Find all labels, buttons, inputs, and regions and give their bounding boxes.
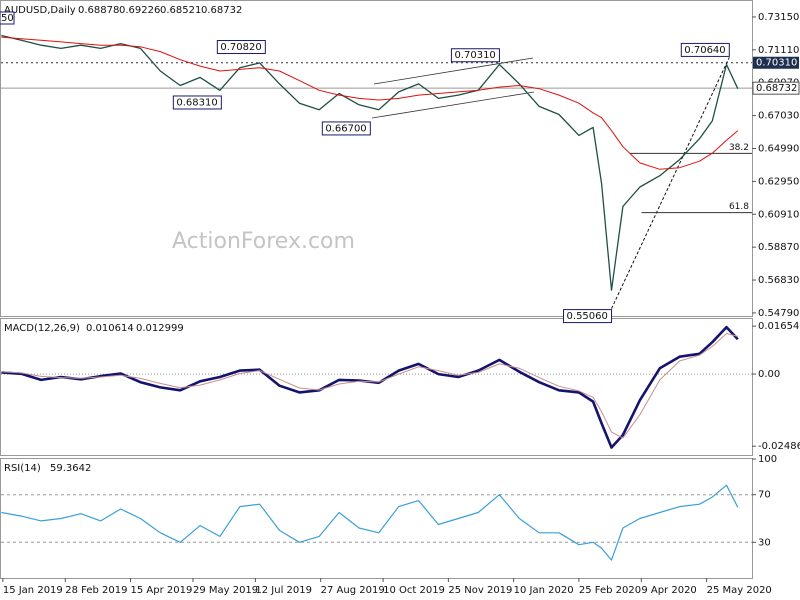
- readout-value: 0.012999: [136, 323, 184, 334]
- level-label: 0.70310: [756, 58, 797, 69]
- annotation-label: 0.70310: [454, 50, 495, 61]
- panel-title: MACD(12,26,9): [4, 323, 80, 334]
- channel-lower: [371, 91, 535, 119]
- last-price-box: [752, 81, 800, 95]
- annotation-label: 0.70820: [220, 42, 261, 53]
- y-tick-label: 0.00: [758, 369, 780, 380]
- annotation-box: [563, 309, 613, 324]
- x-tick-label: 28 Feb 2019: [65, 585, 127, 596]
- series-line: [1, 34, 739, 291]
- annotation-box: [172, 95, 222, 110]
- corner-box: [0, 11, 15, 25]
- ohlc-value: 0.69226: [119, 5, 160, 16]
- series-line: [1, 325, 739, 449]
- price-panel: [0, 0, 753, 317]
- y-tick-label: 0.60910: [758, 209, 799, 220]
- x-tick-label: 15 Jan 2019: [3, 585, 63, 596]
- ohlc-value: 0.68878: [78, 5, 119, 16]
- watermark: ActionForex.com: [172, 229, 355, 254]
- y-tick-label: 0.64990: [758, 144, 799, 155]
- y-tick-label: 0.01654: [758, 321, 799, 332]
- x-tick-label: 29 May 2019: [193, 585, 258, 596]
- ohlc-value: 0.68521: [160, 5, 201, 16]
- x-tick-label: 10 Jan 2020: [514, 585, 574, 596]
- y-tick-label: 0.62950: [758, 176, 799, 187]
- y-tick-label: 0.56830: [758, 275, 799, 286]
- x-tick-label: 10 Oct 2019: [383, 585, 445, 596]
- panel-title: RSI(14): [4, 463, 41, 474]
- annotation-label: 0.68310: [176, 97, 217, 108]
- macd-panel: [0, 318, 753, 456]
- last-price-label: 0.68732: [756, 83, 797, 94]
- series-line: [1, 36, 739, 170]
- y-tick-label: 0.67030: [758, 111, 799, 122]
- annotation-label: 0.55060: [567, 311, 608, 322]
- ohlc-value: 0.68732: [201, 5, 242, 16]
- readout-value: 59.3642: [50, 463, 91, 474]
- x-tick-label: 25 Nov 2019: [448, 585, 512, 596]
- series-line: [1, 333, 738, 439]
- annotation-box: [680, 42, 730, 57]
- level-box: [753, 56, 799, 69]
- fib-label: 61.8: [729, 202, 749, 212]
- chart-title: AUDUSD,Daily: [4, 5, 76, 16]
- y-tick-label: 100: [758, 454, 777, 465]
- fib-label: 38.2: [729, 143, 749, 153]
- y-tick-label: 70: [758, 490, 771, 501]
- rsi-panel: [0, 458, 753, 579]
- annotation-label: 0.66700: [325, 123, 366, 134]
- y-tick-label: 0.73150: [758, 12, 799, 23]
- x-tick-label: 25 Feb 2020: [579, 585, 641, 596]
- y-tick-label: 0.54790: [758, 308, 799, 319]
- x-tick-label: 15 Apr 2019: [131, 585, 193, 596]
- annotation-box: [450, 48, 500, 63]
- y-tick-label: -0.02486: [758, 441, 800, 452]
- series-line: [1, 484, 739, 561]
- x-tick-label: 12 Jul 2019: [255, 585, 312, 596]
- y-tick-label: 30: [758, 537, 771, 548]
- readout-value: 0.010614: [86, 323, 134, 334]
- annotation-label: 0.70640: [684, 45, 725, 56]
- annotation-box: [216, 40, 266, 55]
- trend-line: [611, 57, 730, 309]
- annotation-box: [321, 121, 371, 136]
- x-tick-label: 27 Aug 2019: [321, 585, 385, 596]
- y-tick-label: 0.71110: [758, 45, 799, 56]
- corner-label: 50: [1, 13, 14, 24]
- x-tick-label: 25 May 2020: [707, 585, 772, 596]
- x-tick-label: 9 Apr 2020: [641, 585, 696, 596]
- y-tick-label: 0.58870: [758, 242, 799, 253]
